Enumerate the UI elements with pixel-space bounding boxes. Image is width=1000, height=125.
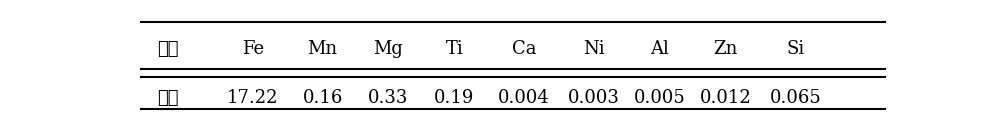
Text: 0.33: 0.33 <box>368 89 409 107</box>
Text: Si: Si <box>786 40 804 58</box>
Text: Al: Al <box>650 40 669 58</box>
Text: 元素: 元素 <box>157 40 178 58</box>
Text: 0.16: 0.16 <box>302 89 343 107</box>
Text: 0.065: 0.065 <box>770 89 821 107</box>
Text: 17.22: 17.22 <box>227 89 279 107</box>
Text: Mg: Mg <box>374 40 403 58</box>
Text: 0.005: 0.005 <box>634 89 686 107</box>
Text: Ti: Ti <box>446 40 463 58</box>
Text: Fe: Fe <box>242 40 264 58</box>
Text: 0.012: 0.012 <box>700 89 752 107</box>
Text: 0.19: 0.19 <box>434 89 475 107</box>
Text: 0.004: 0.004 <box>498 89 550 107</box>
Text: Ni: Ni <box>583 40 605 58</box>
Text: 含量: 含量 <box>157 89 178 107</box>
Text: Mn: Mn <box>308 40 338 58</box>
Text: Zn: Zn <box>713 40 738 58</box>
Text: 0.003: 0.003 <box>568 89 620 107</box>
Text: Ca: Ca <box>512 40 536 58</box>
